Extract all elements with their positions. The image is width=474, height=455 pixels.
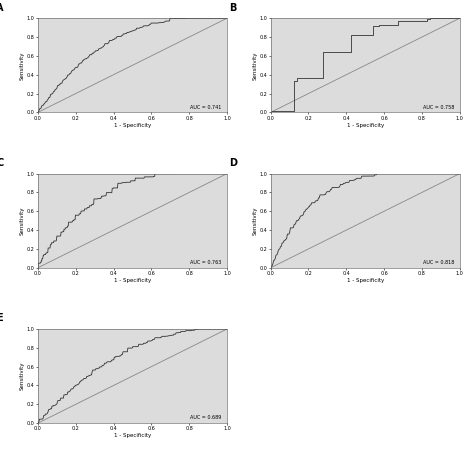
Text: B: B (229, 3, 237, 13)
X-axis label: 1 - Specificity: 1 - Specificity (346, 123, 384, 128)
Y-axis label: Sensitivity: Sensitivity (20, 207, 25, 235)
Y-axis label: Sensitivity: Sensitivity (253, 51, 258, 80)
Text: AUC = 0.818: AUC = 0.818 (423, 260, 454, 265)
Text: C: C (0, 158, 4, 168)
Text: AUC = 0.763: AUC = 0.763 (190, 260, 221, 265)
Text: D: D (229, 158, 237, 168)
Text: E: E (0, 313, 3, 324)
Text: AUC = 0.741: AUC = 0.741 (190, 105, 221, 110)
X-axis label: 1 - Specificity: 1 - Specificity (346, 278, 384, 283)
Y-axis label: Sensitivity: Sensitivity (253, 207, 258, 235)
X-axis label: 1 - Specificity: 1 - Specificity (114, 123, 151, 128)
Text: AUC = 0.689: AUC = 0.689 (190, 415, 221, 420)
Y-axis label: Sensitivity: Sensitivity (20, 362, 25, 390)
Text: AUC = 0.758: AUC = 0.758 (423, 105, 454, 110)
Text: A: A (0, 3, 4, 13)
X-axis label: 1 - Specificity: 1 - Specificity (114, 434, 151, 439)
X-axis label: 1 - Specificity: 1 - Specificity (114, 278, 151, 283)
Y-axis label: Sensitivity: Sensitivity (20, 51, 25, 80)
